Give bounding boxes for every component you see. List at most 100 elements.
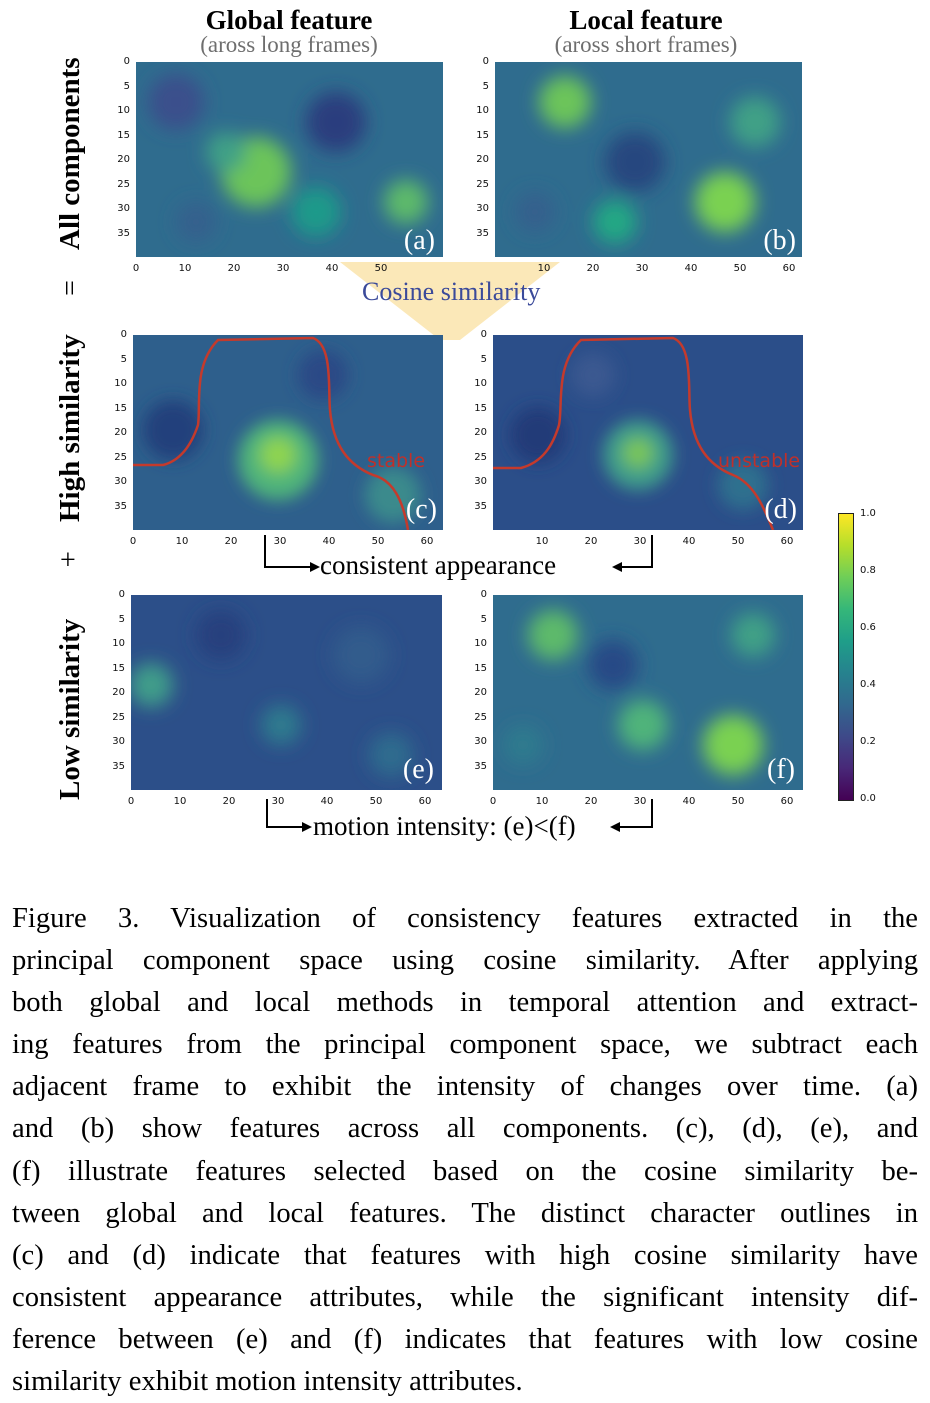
plus-operator: + [60, 545, 76, 576]
y-axis-tick: 10 [476, 105, 489, 116]
y-axis-tick: 0 [480, 329, 487, 340]
y-axis-tick: 20 [474, 427, 487, 438]
y-axis-tick: 15 [476, 129, 489, 141]
y-axis-tick: 5 [482, 80, 489, 92]
x-axis-tick: 40 [320, 796, 334, 807]
y-axis-tick: 15 [117, 129, 130, 141]
y-axis-tick: 15 [474, 402, 487, 414]
motion-intensity-arrows [266, 799, 653, 832]
y-axis-tick: 20 [117, 154, 130, 165]
y-axis-tick: 15 [474, 662, 487, 674]
caption-line: (f) illustrate features selected based o… [12, 1155, 918, 1187]
heatmap-b-image [495, 62, 802, 257]
x-axis-tick: 60 [420, 536, 434, 547]
panel-label-d: (d) [764, 494, 797, 525]
y-axis-tick: 0 [480, 589, 487, 600]
y-axis-tick: 35 [474, 500, 487, 512]
x-axis-tick: 0 [132, 263, 140, 274]
x-axis-tick: 20 [584, 796, 598, 807]
heatmap-panel-c: stable (c) [133, 335, 443, 530]
x-axis-tick: 10 [173, 796, 187, 807]
x-axis-tick: 60 [780, 536, 794, 547]
y-axis-tick: 20 [112, 687, 125, 698]
caption-line: ference between (e) and (f) indicates th… [12, 1323, 918, 1355]
x-axis-tick: 10 [175, 536, 189, 547]
cosine-similarity-label: Cosine similarity [362, 277, 541, 306]
y-axis-tick: 0 [123, 56, 130, 67]
x-axis-tick: 0 [127, 796, 135, 807]
y-axis-tick: 5 [118, 613, 125, 625]
caption-line: adjacent frame to exhibit the intensity … [12, 1071, 918, 1103]
y-axis-tick: 20 [476, 154, 489, 165]
x-axis-tick: 40 [322, 536, 336, 547]
heatmap-panel-d: unstable (d) [493, 335, 803, 530]
heatmap-a-image [136, 62, 443, 257]
x-axis-tick: 50 [371, 536, 385, 547]
y-axis-tick: 30 [474, 736, 487, 747]
y-axis-tick: 35 [476, 227, 489, 239]
caption-line: both global and local methods in tempora… [12, 987, 918, 1019]
colorbar-tick: 0.4 [860, 679, 876, 690]
x-axis-tick: 30 [273, 536, 287, 547]
cosine-funnel-arrow [340, 262, 560, 340]
y-axis-tick: 30 [117, 203, 130, 214]
y-axis-tick: 25 [476, 178, 489, 190]
heatmap-f-image [493, 595, 803, 790]
row-label-all-components: All components [54, 57, 86, 250]
figure-caption: Figure 3. Visualization of consistency f… [12, 898, 918, 1403]
x-axis-tick: 20 [224, 536, 238, 547]
x-axis-tick: 10 [535, 536, 549, 547]
y-axis-tick: 30 [112, 736, 125, 747]
y-axis-tick: 35 [112, 760, 125, 772]
heatmap-panel-b: (b) [495, 62, 802, 257]
y-axis-tick: 25 [474, 451, 487, 463]
x-axis-tick: 30 [633, 796, 647, 807]
x-axis-tick: 30 [276, 263, 290, 274]
x-axis-tick: 50 [731, 796, 745, 807]
y-axis-tick: 10 [474, 638, 487, 649]
panel-label-f: (f) [767, 754, 795, 785]
motion-intensity-label: motion intensity: (e)<(f) [313, 811, 576, 841]
y-axis-tick: 35 [114, 500, 127, 512]
x-axis-tick: 60 [418, 796, 432, 807]
y-axis-tick: 10 [114, 378, 127, 389]
x-axis-tick: 40 [325, 263, 339, 274]
consistent-appearance-label: consistent appearance [320, 550, 557, 580]
caption-line: similarity exhibit motion intensity attr… [12, 1366, 523, 1398]
heatmap-d-image [493, 335, 803, 530]
colorbar-tick: 0.2 [860, 736, 876, 747]
y-axis-tick: 20 [474, 687, 487, 698]
x-axis-tick: 0 [129, 536, 137, 547]
x-axis-tick: 10 [535, 796, 549, 807]
y-axis-tick: 0 [118, 589, 125, 600]
y-axis-tick: 35 [474, 760, 487, 772]
colorbar-tick: 0.8 [860, 565, 876, 576]
caption-line: ing features from the principal componen… [12, 1029, 918, 1061]
y-axis-tick: 20 [114, 427, 127, 438]
stable-annotation: stable [367, 450, 426, 472]
y-axis-tick: 5 [480, 613, 487, 625]
y-axis-tick: 35 [117, 227, 130, 239]
local-feature-title: Local feature [569, 5, 723, 35]
x-axis-tick: 40 [682, 536, 696, 547]
y-axis-tick: 10 [112, 638, 125, 649]
panel-label-c: (c) [405, 494, 437, 525]
y-axis-tick: 10 [474, 378, 487, 389]
caption-line: consistent appearance attributes, while … [12, 1281, 918, 1313]
x-axis-tick: 50 [369, 796, 383, 807]
row-label-high-similarity: High similarity [54, 334, 86, 522]
consistent-appearance-arrows [264, 535, 653, 572]
y-axis-tick: 5 [480, 353, 487, 365]
x-axis-tick: 40 [682, 796, 696, 807]
caption-line: Figure 3. Visualization of consistency f… [12, 903, 918, 934]
colorbar-tick: 0.6 [860, 622, 876, 633]
heatmap-panel-f: (f) [493, 595, 803, 790]
x-axis-tick: 50 [731, 536, 745, 547]
x-axis-tick: 60 [782, 263, 796, 274]
x-axis-tick: 50 [374, 263, 388, 274]
y-axis-tick: 25 [112, 711, 125, 723]
x-axis-tick: 50 [733, 263, 747, 274]
unstable-annotation: unstable [718, 450, 801, 472]
x-axis-tick: 20 [222, 796, 236, 807]
global-feature-title: Global feature [205, 5, 373, 35]
